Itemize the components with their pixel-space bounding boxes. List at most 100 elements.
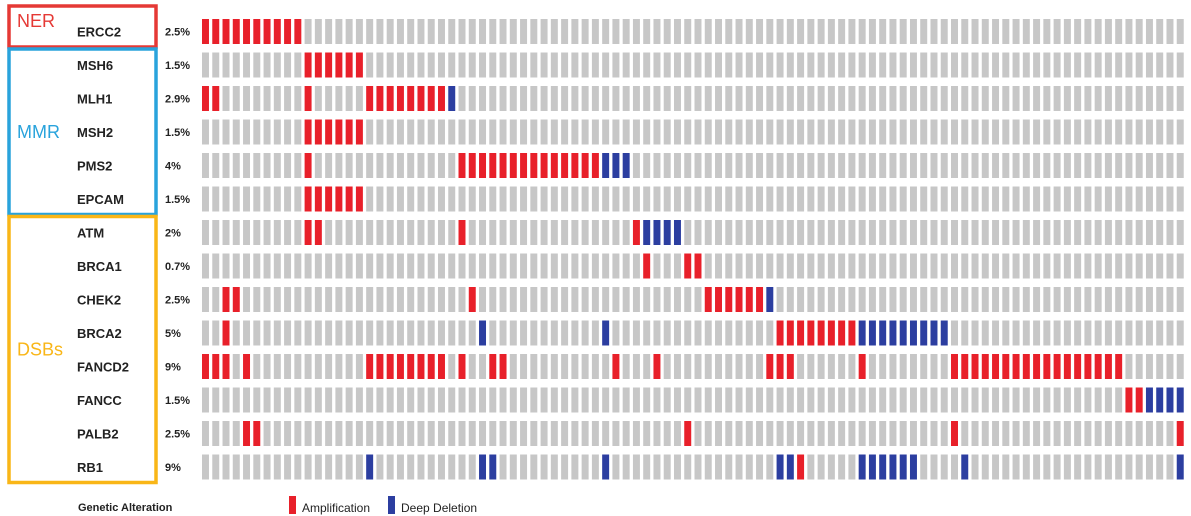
cell-ercc2-11-none [314,19,322,44]
cell-mlh1-58-none [797,86,805,111]
cell-pms2-35-amp [561,153,569,178]
cell-atm-52-none [735,220,743,245]
cell-fancd2-24-none [448,354,456,379]
cell-brca1-13-none [335,253,343,279]
cell-brca2-27-del [479,320,487,346]
cell-pms2-54-none [756,153,764,178]
cell-mlh1-18-amp [386,86,394,111]
cell-ercc2-42-none [632,19,640,44]
percent-label-pms2: 4% [165,161,181,173]
cell-mlh1-74-none [961,86,969,111]
cell-msh2-45-none [663,119,671,145]
cell-fancc-65-none [868,387,876,413]
cell-brca2-31-none [520,320,528,346]
cell-ercc2-74-none [961,19,969,44]
cell-epcam-88-none [1104,186,1112,212]
cell-epcam-52-none [735,186,743,212]
cell-pms2-71-none [930,153,938,178]
cell-brca2-71-del [930,320,938,346]
cell-ercc2-34-none [550,19,558,44]
cell-pms2-68-none [899,153,907,178]
cell-palb2-74-none [961,421,969,446]
cell-fancd2-66-none [879,354,887,379]
cell-fancd2-40-amp [612,354,620,379]
cell-pms2-41-del [622,153,630,178]
cell-msh6-65-none [868,52,876,78]
cell-msh6-8-none [284,52,292,78]
percent-label-brca1: 0.7% [165,261,190,273]
cell-pms2-85-none [1074,153,1082,178]
cell-epcam-93-none [1156,186,1164,212]
cell-fancd2-43-none [643,354,651,379]
cell-palb2-77-none [992,421,1000,446]
cell-mlh1-77-none [992,86,1000,111]
cell-epcam-5-none [253,186,261,212]
cell-fancc-76-none [981,387,989,413]
cell-atm-95-none [1176,220,1184,245]
cell-epcam-28-none [489,186,497,212]
cell-brca1-69-none [909,253,917,279]
cell-rb1-52-none [735,454,743,480]
cell-mlh1-9-none [294,86,302,111]
cell-fancd2-94-none [1166,354,1174,379]
cell-rb1-2-none [222,454,230,480]
cell-atm-82-none [1043,220,1051,245]
cell-mlh1-10-amp [304,86,312,111]
cell-msh6-9-none [294,52,302,78]
cell-msh6-22-none [427,52,435,78]
cell-pms2-64-none [858,153,866,178]
cell-brca1-81-none [1033,253,1041,279]
cell-msh2-43-none [643,119,651,145]
cell-epcam-19-none [396,186,404,212]
cell-epcam-7-none [273,186,281,212]
cell-fancc-51-none [725,387,733,413]
cell-msh2-47-none [684,119,692,145]
cell-chek2-55-del [766,287,774,312]
cell-rb1-47-none [684,454,692,480]
cell-palb2-66-none [879,421,887,446]
cell-rb1-24-none [448,454,456,480]
cell-palb2-19-none [396,421,404,446]
cell-palb2-56-none [776,421,784,446]
cell-brca1-86-none [1084,253,1092,279]
cell-brca2-55-none [766,320,774,346]
cell-epcam-11-amp [314,186,322,212]
cell-fancd2-48-none [694,354,702,379]
cell-rb1-5-none [253,454,261,480]
cell-fancc-57-none [786,387,794,413]
cell-fancd2-16-amp [366,354,374,379]
cell-msh2-21-none [417,119,425,145]
cell-rb1-65-del [868,454,876,480]
cell-palb2-15-none [355,421,363,446]
cell-epcam-69-none [909,186,917,212]
cell-ercc2-53-none [745,19,753,44]
cell-palb2-92-none [1145,421,1153,446]
cell-fancd2-17-amp [376,354,384,379]
cell-pms2-13-none [335,153,343,178]
cell-fancc-72-none [940,387,948,413]
cell-rb1-43-none [643,454,651,480]
cell-epcam-9-none [294,186,302,212]
cell-mlh1-61-none [827,86,835,111]
cell-fancc-79-none [1012,387,1020,413]
cell-msh6-66-none [879,52,887,78]
cell-ercc2-90-none [1125,19,1133,44]
cell-msh6-13-amp [335,52,343,78]
cell-brca2-18-none [386,320,394,346]
cell-msh6-50-none [715,52,722,78]
cell-brca2-6-none [263,320,271,346]
cell-fancd2-5-none [253,354,261,379]
cell-chek2-0-none [202,287,209,312]
cell-atm-26-none [468,220,476,245]
cell-brca2-74-none [961,320,969,346]
cell-fancc-75-none [971,387,979,413]
cell-brca1-76-none [981,253,989,279]
cell-chek2-23-none [437,287,445,312]
cell-chek2-32-none [530,287,538,312]
cell-chek2-52-amp [735,287,743,312]
cell-brca1-2-none [222,253,230,279]
cell-atm-36-none [571,220,579,245]
cell-brca2-45-none [663,320,671,346]
cell-brca1-6-none [263,253,271,279]
cell-pms2-62-none [838,153,846,178]
